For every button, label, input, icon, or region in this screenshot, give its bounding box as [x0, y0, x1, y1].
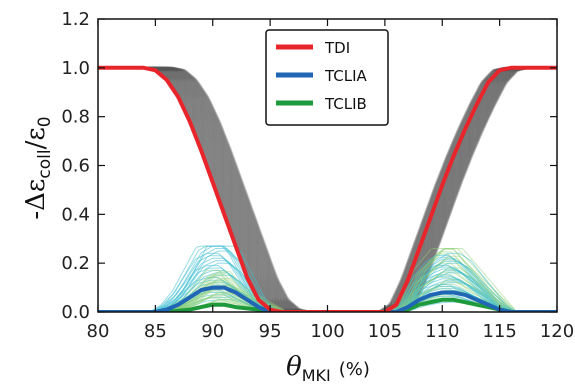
tdi-run-line: [98, 66, 557, 312]
x-axis-label-unit: (%): [339, 359, 370, 380]
tclia-run-line: [98, 245, 557, 312]
tdi-run-line: [98, 66, 557, 312]
series-line-tdi: [98, 65, 557, 312]
legend-label-tclib: TCLIB: [324, 95, 367, 113]
x-axis-label-main: θ: [286, 352, 302, 382]
tclia-run-line: [98, 245, 557, 312]
x-tick-label: 100: [310, 321, 344, 342]
tdi-run-line: [98, 66, 557, 312]
x-tick-label: 90: [201, 321, 224, 342]
tdi-run-line: [98, 66, 557, 312]
x-tick-label: 115: [482, 321, 516, 342]
tdi-run-line: [98, 66, 557, 312]
tdi-run-line: [98, 66, 557, 312]
x-axis-label: θMKI (%): [286, 352, 370, 384]
tdi-run-line: [98, 66, 557, 312]
tdi-run-line: [98, 66, 557, 312]
tdi-run-line: [98, 66, 557, 312]
y-axis-label-mid: /ε: [21, 127, 51, 149]
tdi-run-line: [98, 66, 557, 312]
y-tick-label: 1.2: [61, 9, 90, 30]
tclia-run-line: [98, 252, 557, 312]
legend: TDI TCLIA TCLIB: [265, 29, 389, 126]
tclia-run-line: [98, 245, 557, 312]
y-tick-label: 0.4: [61, 204, 90, 225]
y-axis-label-sub2: 0: [35, 116, 55, 127]
x-axis-label-sub: MKI: [302, 366, 331, 384]
x-tick-label: 80: [87, 321, 110, 342]
tdi-run-line: [98, 66, 557, 312]
tdi-run-line: [98, 66, 557, 312]
tdi-run-line: [98, 66, 557, 312]
tdi-run-line: [98, 66, 557, 312]
tdi-run-line: [98, 66, 557, 312]
y-axis-label-prefix: -Δε: [21, 179, 51, 220]
x-tick-label: 120: [540, 321, 574, 342]
tdi-run-line: [98, 66, 557, 312]
series-line-tclib: [98, 297, 557, 312]
tdi-run-line: [98, 66, 557, 312]
tdi-run-line: [98, 66, 557, 312]
series-line-tclia: [98, 285, 557, 312]
y-tick-label: 0.8: [61, 107, 90, 128]
x-tick-label: 105: [368, 321, 402, 342]
tdi-run-line: [98, 66, 557, 312]
y-tick-label: 0.0: [61, 302, 90, 323]
tdi-run-line: [98, 66, 557, 312]
tdi-run-line: [98, 66, 557, 312]
tdi-run-line: [98, 66, 557, 312]
tdi-run-line: [98, 66, 557, 312]
simulation-band-group: [98, 66, 557, 312]
x-tick-label: 85: [144, 321, 167, 342]
tdi-run-line: [98, 66, 557, 312]
tdi-run-line: [98, 66, 557, 312]
tclib-run-line: [98, 260, 557, 312]
tdi-run-line: [98, 66, 557, 312]
tdi-run-line: [98, 66, 557, 312]
legend-label-tdi: TDI: [324, 39, 350, 57]
legend-label-tclia: TCLIA: [324, 67, 368, 85]
y-axis-label: -Δεcoll/ε0: [21, 116, 55, 219]
tclia-run-line: [98, 245, 557, 312]
y-tick-label: 1.0: [61, 58, 90, 79]
tdi-run-line: [98, 66, 557, 312]
y-tick-label: 0.6: [61, 156, 90, 177]
tclib-run-line: [98, 248, 557, 312]
series-group: [98, 65, 557, 312]
y-tick-label: 0.2: [61, 253, 90, 274]
x-tick-label: 110: [425, 321, 459, 342]
tdi-run-line: [98, 66, 557, 312]
ticks-group: 80 85 90 95 100 105 110 115 120 0.0 0.2 0.4 0.6 0.8 1.…: [61, 9, 574, 342]
y-axis-label-sub: coll: [35, 149, 55, 178]
x-tick-label: 95: [259, 321, 282, 342]
